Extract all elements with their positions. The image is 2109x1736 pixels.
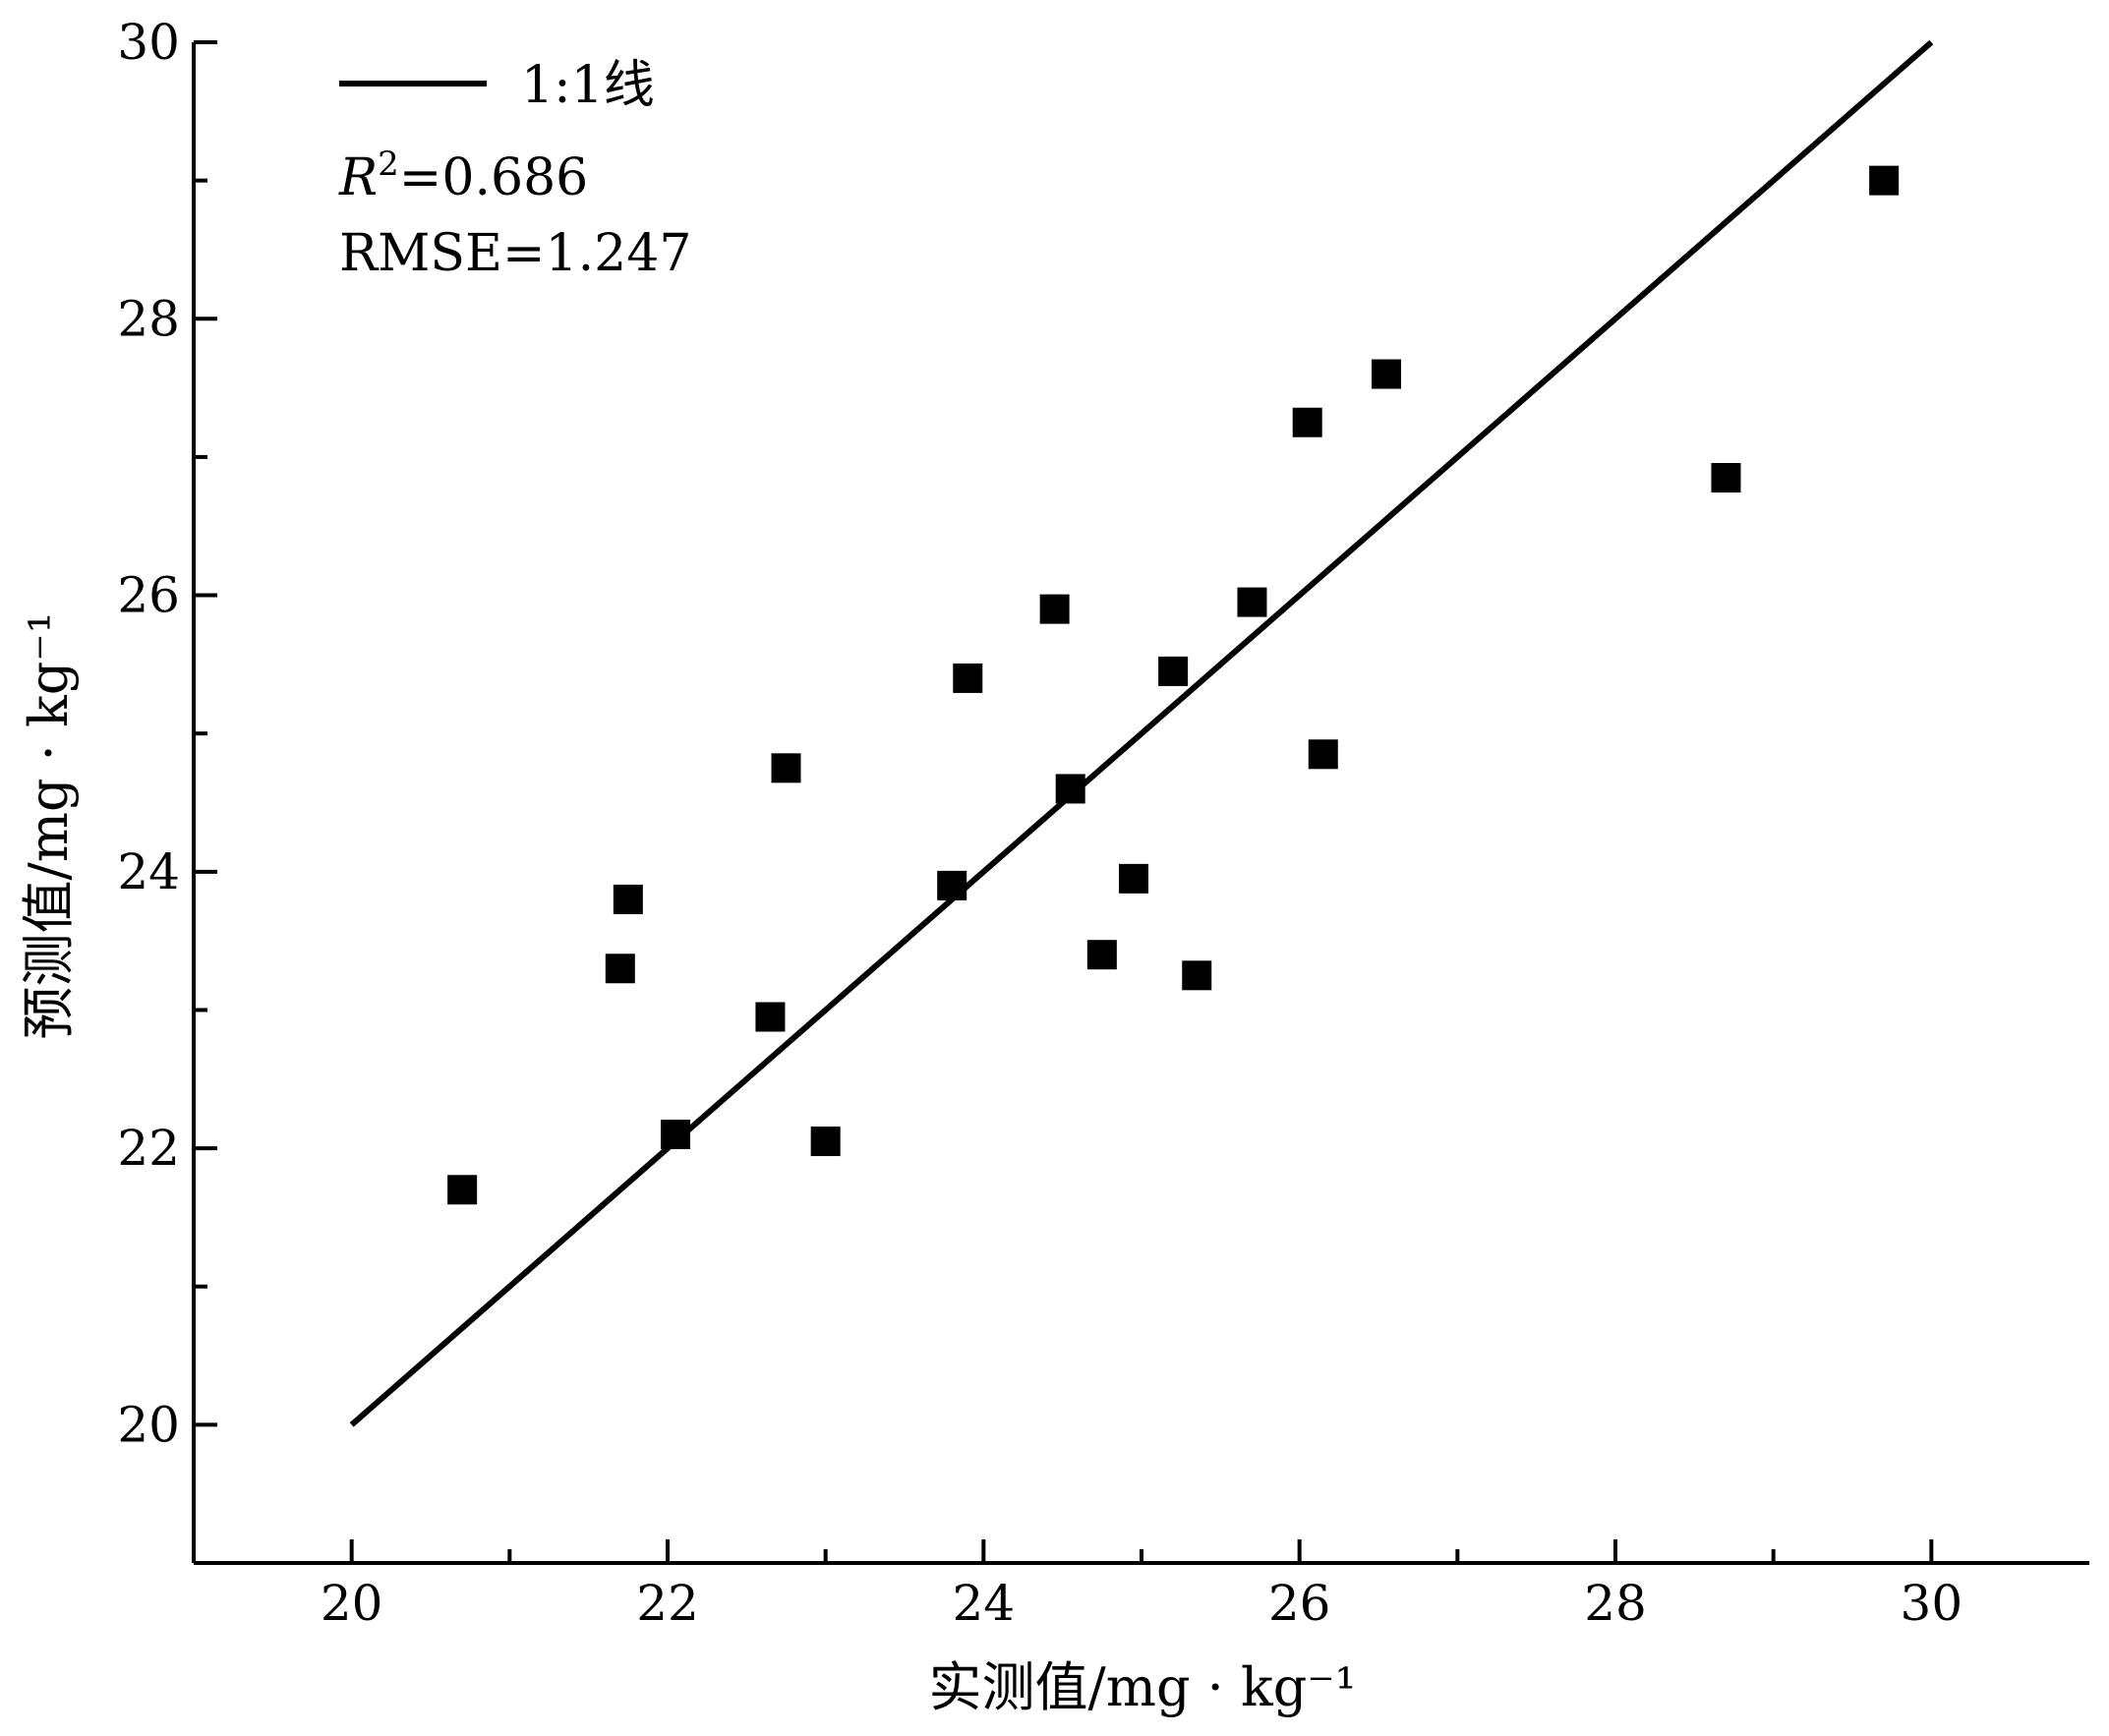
- data-point: [810, 1127, 841, 1157]
- r2-superscript: 2: [378, 145, 399, 184]
- x-axis-title: 实测值/mg · kg⁻¹: [929, 1656, 1357, 1718]
- data-point: [1292, 407, 1322, 437]
- one-to-one-line: [349, 39, 1934, 1427]
- data-point: [1055, 774, 1085, 804]
- y-tick-label: 24: [117, 843, 180, 900]
- r2-annotation: R2=0.686: [338, 145, 588, 207]
- x-tick-label: 22: [636, 1575, 699, 1632]
- y-axis-title: 预测值/mg · kg⁻¹: [18, 612, 80, 1040]
- data-points: [447, 165, 1900, 1205]
- data-point: [937, 870, 967, 900]
- data-point: [661, 1120, 691, 1150]
- data-point: [1237, 587, 1267, 617]
- ticks: [194, 40, 1934, 1563]
- r2-value: =0.686: [399, 148, 588, 207]
- data-point: [1372, 359, 1402, 389]
- data-point: [953, 663, 983, 693]
- legend-label: 1:1线: [521, 56, 655, 115]
- data-point: [1086, 940, 1117, 970]
- data-point: [605, 954, 635, 984]
- x-tick-label: 26: [1268, 1575, 1331, 1632]
- data-point: [1158, 656, 1189, 686]
- data-point: [771, 753, 801, 783]
- data-point: [1039, 594, 1070, 624]
- data-point: [1308, 739, 1338, 770]
- x-tick-label: 20: [321, 1575, 383, 1632]
- rmse-annotation: RMSE=1.247: [339, 224, 691, 283]
- data-point: [1182, 960, 1212, 991]
- y-tick-label: 22: [117, 1120, 180, 1177]
- data-point: [1869, 165, 1900, 196]
- y-tick-label: 20: [117, 1396, 180, 1453]
- y-tick-label: 30: [117, 14, 180, 71]
- x-tick-label: 24: [953, 1575, 1016, 1632]
- y-tick-label: 26: [117, 567, 180, 624]
- data-point: [1711, 463, 1741, 493]
- r2-symbol: R: [338, 148, 378, 207]
- y-tick-label: 28: [117, 290, 180, 347]
- data-point: [613, 884, 643, 914]
- legend: 1:1线: [339, 56, 655, 115]
- data-point: [1118, 863, 1148, 894]
- x-tick-label: 28: [1584, 1575, 1647, 1632]
- tick-labels: 20 22 24 26 28 30 20 22 24 26 28 30: [117, 14, 1963, 1632]
- data-point: [447, 1175, 478, 1205]
- x-tick-label: 30: [1901, 1575, 1963, 1632]
- data-point: [755, 1002, 786, 1032]
